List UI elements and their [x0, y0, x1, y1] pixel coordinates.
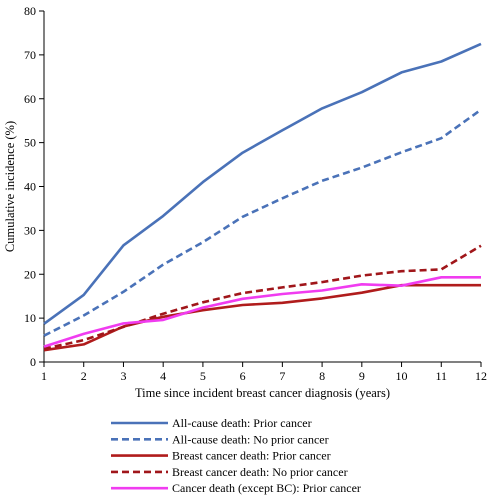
x-tick-label: 9: [359, 369, 365, 383]
y-axis-ticks: 0 10 20 30 40 50 60 70 80: [24, 4, 44, 369]
legend-item: Breast cancer death: No prior cancer: [111, 465, 348, 479]
x-tick-label: 6: [240, 369, 246, 383]
y-tick-label: 70: [24, 48, 36, 62]
x-tick-label: 5: [200, 369, 206, 383]
y-tick-label: 0: [30, 355, 36, 369]
y-tick-label: 20: [24, 267, 36, 281]
y-tick-label: 80: [24, 4, 36, 18]
legend-label: Cancer death (except BC): Prior cancer: [172, 481, 361, 495]
legend-item: Cancer death (except BC): Prior cancer: [111, 481, 361, 495]
legend-item: All-cause death: No prior cancer: [111, 432, 329, 446]
legend-label: All-cause death: No prior cancer: [172, 432, 329, 446]
x-tick-label: 8: [319, 369, 325, 383]
y-tick-label: 60: [24, 92, 36, 106]
series-line-4: [43, 244, 482, 351]
legend-label: Breast cancer death: Prior cancer: [172, 449, 331, 463]
legend-item: Breast cancer death: Prior cancer: [111, 449, 331, 463]
legend-label: Breast cancer death: No prior cancer: [172, 465, 348, 479]
series-line-3: [43, 283, 481, 352]
legend: All-cause death: Prior cancer All-cause d…: [111, 416, 361, 495]
series-line-1: [43, 42, 482, 325]
series-line-2: [43, 108, 482, 337]
x-tick-label: 4: [160, 369, 166, 383]
y-tick-label: 30: [24, 223, 36, 237]
x-tick-label: 7: [279, 369, 285, 383]
y-axis-title: Cumulative incidence (%): [3, 121, 17, 252]
y-tick-label: 10: [24, 311, 36, 325]
legend-item: All-cause death: Prior cancer: [111, 416, 312, 430]
x-tick-label: 10: [396, 369, 408, 383]
x-axis-ticks: 1 2 3 4 5 6 7 8 9 10 11 12: [41, 362, 487, 383]
series-line-5: [43, 275, 481, 348]
x-tick-label: 1: [41, 369, 47, 383]
x-tick-label: 3: [120, 369, 126, 383]
x-axis-title: Time since incident breast cancer diagno…: [135, 386, 390, 400]
legend-label: All-cause death: Prior cancer: [172, 416, 312, 430]
y-tick-label: 40: [24, 180, 36, 194]
x-tick-label: 2: [81, 369, 87, 383]
x-tick-label: 11: [435, 369, 447, 383]
y-tick-label: 50: [24, 136, 36, 150]
x-tick-label: 12: [475, 369, 487, 383]
series-lines: [43, 42, 482, 352]
